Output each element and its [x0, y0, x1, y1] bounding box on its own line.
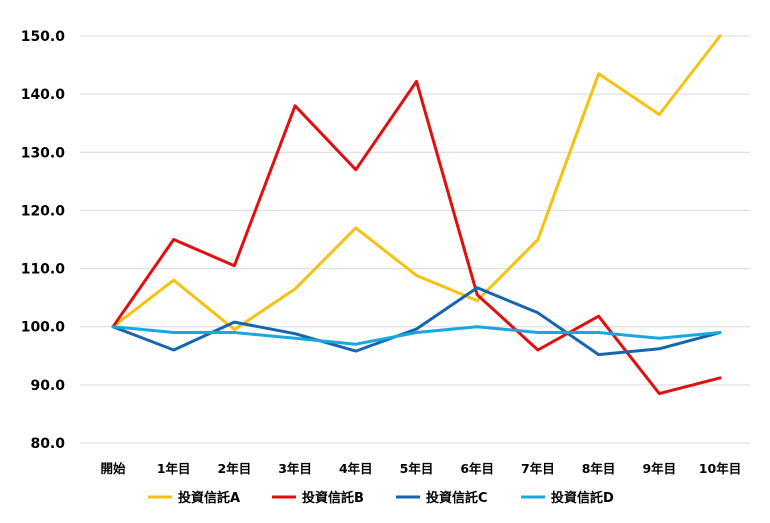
x-tick-label: 1年目 — [157, 461, 191, 476]
x-tick-label: 7年目 — [521, 461, 555, 476]
x-tick-label: 10年目 — [699, 461, 741, 476]
series-line-3 — [111, 286, 722, 357]
x-tick-label: 4年目 — [339, 461, 373, 476]
grid-lines — [80, 35, 750, 444]
x-tick-label: 9年目 — [642, 461, 676, 476]
legend-label-2: 投資信託B — [302, 490, 364, 506]
y-tick-label: 120.0 — [21, 203, 66, 219]
x-tick-label: 2年目 — [218, 461, 252, 476]
y-tick-label: 80.0 — [30, 436, 65, 452]
legend-label-3: 投資信託C — [426, 490, 488, 506]
series-line-4 — [111, 325, 722, 346]
series-line-2 — [111, 79, 722, 396]
y-tick-label: 90.0 — [30, 378, 65, 394]
x-tick-label: 6年目 — [460, 461, 494, 476]
x-tick-label: 開始 — [100, 461, 126, 476]
x-tick-label: 3年目 — [278, 461, 312, 476]
x-tick-label: 5年目 — [400, 461, 434, 476]
series-lines — [111, 34, 722, 396]
legend-label-1: 投資信託A — [178, 490, 240, 506]
x-axis-tick-labels: 開始 1年目 2年目 3年目 4年目 5年目 6年目 7年目 8年目 9年目 10年目 — [100, 461, 741, 476]
y-tick-label: 130.0 — [21, 145, 66, 161]
series-line-1 — [111, 34, 722, 332]
legend-label-4: 投資信託D — [551, 490, 614, 506]
y-tick-label: 150.0 — [21, 29, 66, 45]
y-axis-tick-labels: 80.0 90.0 100.0 110.0 120.0 130.0 140.0 150.0 — [21, 29, 66, 452]
x-tick-label: 8年目 — [582, 461, 616, 476]
legend: 投資信託A 投資信託B 投資信託C 投資信託D — [148, 490, 614, 506]
y-tick-label: 140.0 — [21, 87, 66, 103]
y-tick-label: 100.0 — [21, 320, 66, 336]
y-tick-label: 110.0 — [21, 262, 66, 278]
